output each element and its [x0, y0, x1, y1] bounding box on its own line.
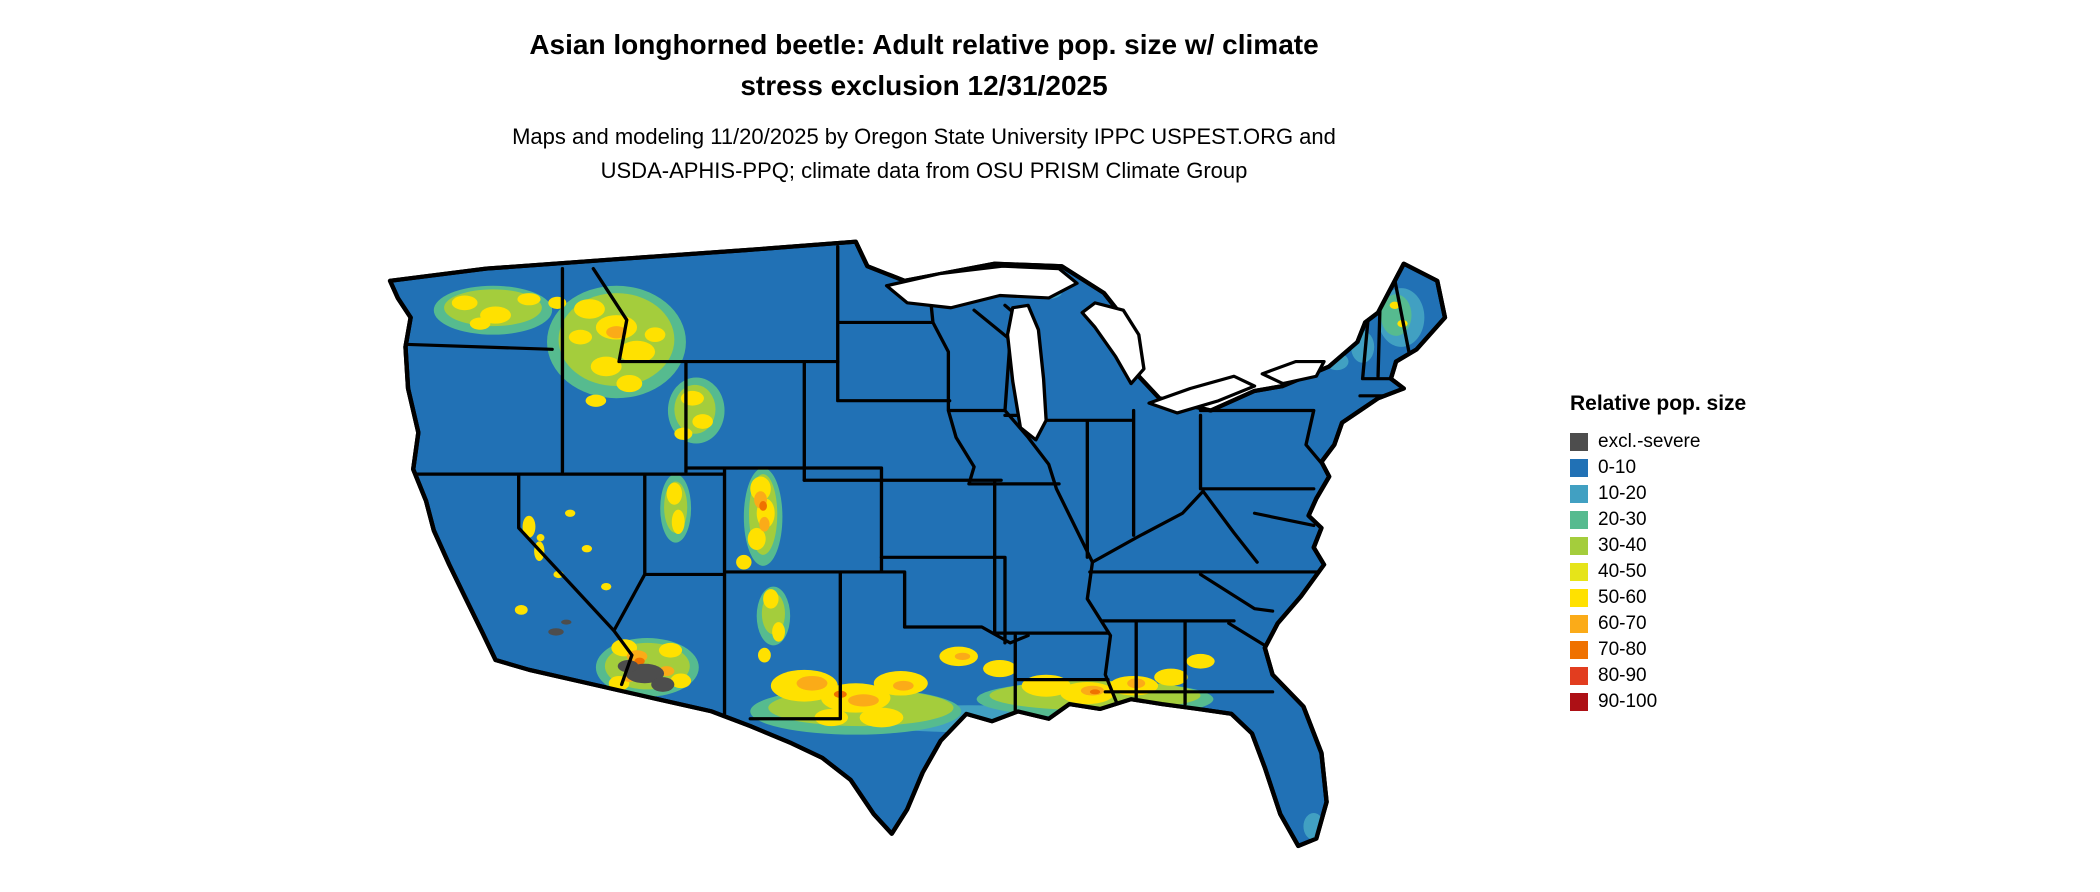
legend-swatch-0-10 — [1570, 459, 1588, 477]
lake-ontario — [1260, 359, 1326, 386]
legend-label: 20-30 — [1598, 509, 1647, 530]
legend-swatch-10-20 — [1570, 485, 1588, 503]
legend-label: excl.-severe — [1598, 431, 1701, 452]
legend-item-40-50: 40-50 — [1570, 559, 1746, 585]
state-borders — [406, 244, 1411, 721]
us-map — [300, 205, 1535, 890]
legend-item-50-60: 50-60 — [1570, 585, 1746, 611]
legend-item-90-100: 90-100 — [1570, 689, 1746, 715]
map-subtitle-line2: USDA-APHIS-PPQ; climate data from OSU PR… — [600, 158, 1248, 183]
legend-swatch-50-60 — [1570, 589, 1588, 607]
legend-item-80-90: 80-90 — [1570, 663, 1746, 689]
legend-swatch-20-30 — [1570, 511, 1588, 529]
legend-label: 90-100 — [1598, 691, 1658, 712]
lake-superior — [884, 264, 1079, 310]
legend-swatch-70-80 — [1570, 641, 1588, 659]
legend-label: 40-50 — [1598, 561, 1647, 582]
legend-label: 80-90 — [1598, 665, 1647, 686]
map-subtitle-line1: Maps and modeling 11/20/2025 by Oregon S… — [512, 124, 1336, 149]
legend-label: 0-10 — [1598, 457, 1637, 478]
legend-swatch-90-100 — [1570, 693, 1588, 711]
legend-item-70-80: 70-80 — [1570, 637, 1746, 663]
legend-item-0-10: 0-10 — [1570, 455, 1746, 481]
legend: Relative pop. size excl.-severe 0-10 10-… — [1570, 392, 1746, 715]
legend-label: 50-60 — [1598, 587, 1647, 608]
legend-item-10-20: 10-20 — [1570, 481, 1746, 507]
legend-title: Relative pop. size — [1570, 392, 1747, 415]
lake-erie — [1147, 374, 1257, 415]
legend-item-20-30: 20-30 — [1570, 507, 1746, 533]
lake-huron — [1080, 301, 1146, 386]
lake-michigan — [1005, 303, 1048, 442]
legend-swatch-30-40 — [1570, 537, 1588, 555]
map-title-line2: stress exclusion 12/31/2025 — [740, 70, 1108, 101]
legend-swatch-80-90 — [1570, 667, 1588, 685]
us-outline — [387, 239, 1448, 849]
legend-label: 10-20 — [1598, 483, 1647, 504]
us-map-svg — [387, 239, 1448, 849]
map-title-line1: Asian longhorned beetle: Adult relative … — [529, 29, 1319, 60]
legend-item-60-70: 60-70 — [1570, 611, 1746, 637]
legend-label: 70-80 — [1598, 639, 1647, 660]
map-title: Asian longhorned beetle: Adult relative … — [0, 24, 1848, 106]
map-subtitle: Maps and modeling 11/20/2025 by Oregon S… — [0, 120, 1848, 188]
legend-swatch-excl-severe — [1570, 433, 1588, 451]
legend-swatch-40-50 — [1570, 563, 1588, 581]
legend-item-30-40: 30-40 — [1570, 533, 1746, 559]
great-lakes — [884, 264, 1326, 442]
legend-item-excl-severe: excl.-severe — [1570, 429, 1746, 455]
legend-label: 30-40 — [1598, 535, 1647, 556]
patches-excl-severe — [548, 619, 675, 692]
legend-swatch-60-70 — [1570, 615, 1588, 633]
legend-label: 60-70 — [1598, 613, 1647, 634]
